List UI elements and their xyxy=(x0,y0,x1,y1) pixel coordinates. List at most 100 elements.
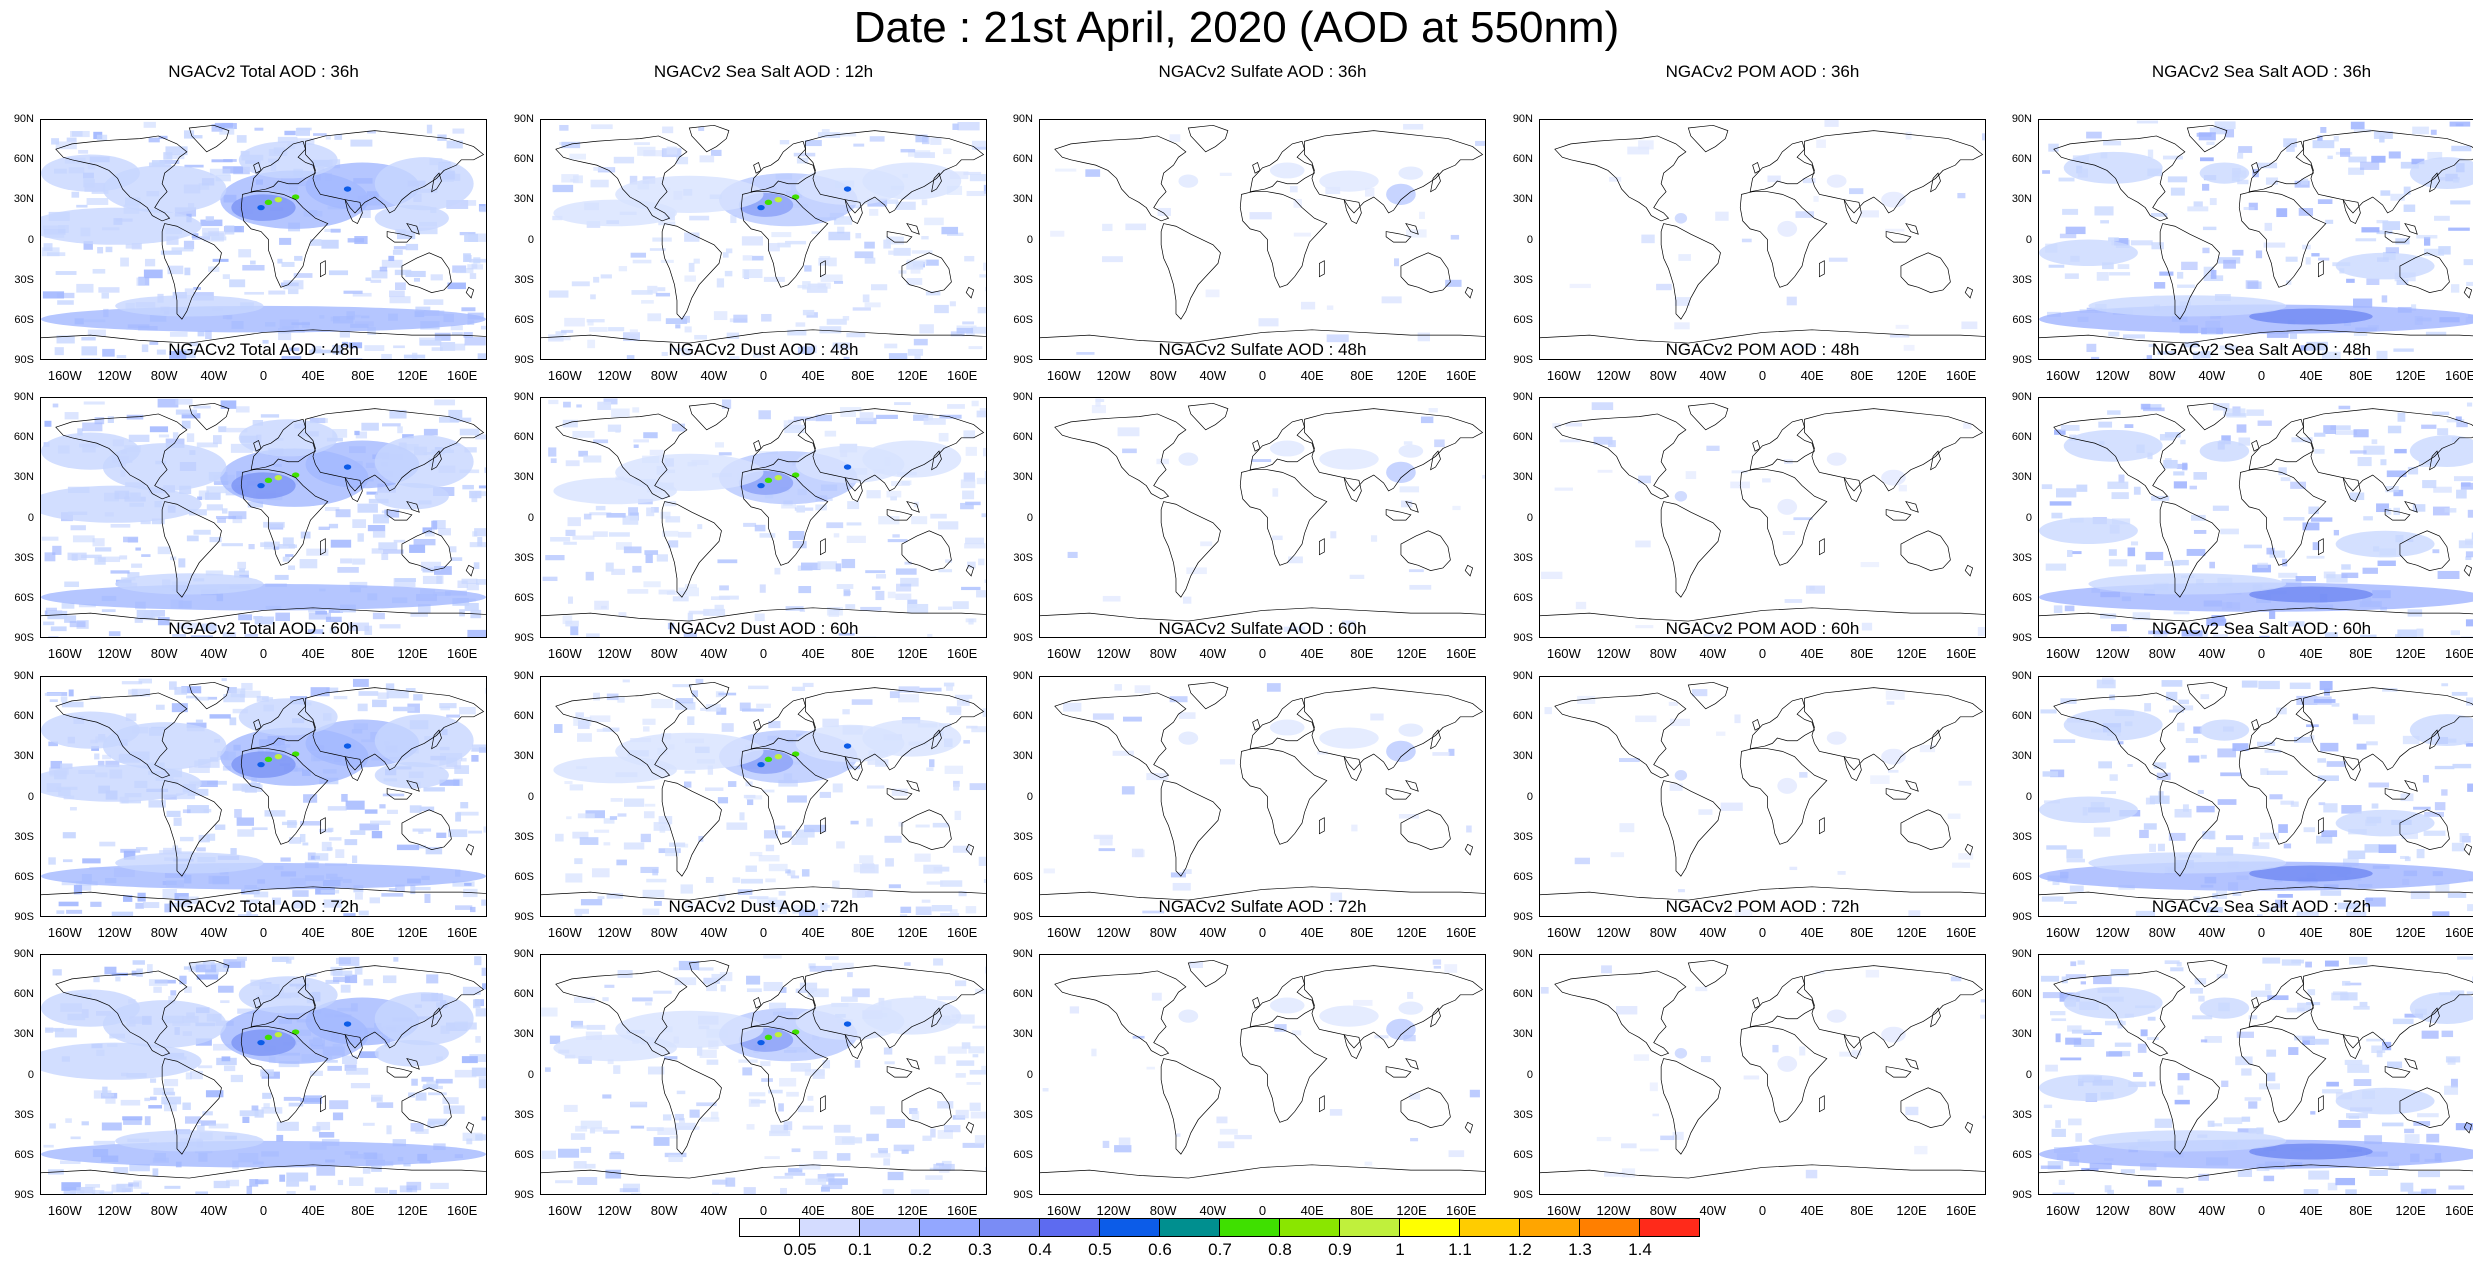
aerosol-speckle xyxy=(577,733,592,742)
aerosol-speckle xyxy=(1142,910,1165,914)
aerosol-speckle xyxy=(2312,542,2320,551)
coastline xyxy=(1240,1027,1327,1123)
lat-tick-label: 30S xyxy=(1513,830,1533,843)
aerosol-speckle xyxy=(450,557,463,561)
aerosol-speckle xyxy=(205,330,212,340)
aerosol-speckle xyxy=(86,198,109,205)
aerosol-speckle xyxy=(914,353,921,359)
aerosol-speckle xyxy=(910,265,921,274)
aerosol-speckle xyxy=(195,964,217,973)
aerosol-speckle xyxy=(104,1093,115,1097)
aerosol-speckle xyxy=(813,1150,828,1160)
antarctica-coastline xyxy=(541,330,986,343)
aerosol-speckle xyxy=(2257,914,2263,916)
aerosol-speckle xyxy=(1117,427,1140,437)
coastline xyxy=(1740,749,1827,845)
coastline xyxy=(1305,409,1483,491)
aerosol-speckle xyxy=(712,1179,728,1185)
lon-tick-label: 120E xyxy=(1896,925,1927,940)
aerosol-speckle xyxy=(843,356,850,359)
aerosol-speckle xyxy=(2338,1119,2361,1128)
aerosol-speckle xyxy=(586,319,605,323)
aerosol-speckle xyxy=(662,530,679,537)
aerosol-speckle xyxy=(2277,894,2293,898)
aerosol-speckle xyxy=(123,1119,142,1125)
aerosol-speckle xyxy=(2275,899,2286,908)
aerosol-speckle xyxy=(439,760,462,769)
aerosol-speckle xyxy=(402,434,414,439)
aerosol-speckle xyxy=(186,805,209,814)
lat-tick-label: 60N xyxy=(1012,710,1033,723)
aerosol-speckle xyxy=(720,985,726,992)
aerosol-speckle xyxy=(462,1132,483,1141)
aerosol-speckle xyxy=(2438,246,2451,255)
aerosol-speckle xyxy=(2444,1085,2459,1095)
aerosol-speckle xyxy=(609,816,618,820)
aerosol-speckle xyxy=(386,809,398,814)
aerosol-speckle xyxy=(252,420,264,426)
aerosol-speckle xyxy=(464,602,479,611)
aerosol-speckle xyxy=(545,555,565,561)
lat-tick-label: 60S xyxy=(14,870,34,883)
aerosol-speckle xyxy=(164,1185,181,1189)
aerosol-speckle xyxy=(2344,1059,2363,1065)
lon-tick-label: 80W xyxy=(650,925,678,940)
coastline xyxy=(466,287,473,298)
aerosol-speckle xyxy=(409,544,426,553)
aerosol-speckle xyxy=(73,885,83,895)
panel-title: NGACv2 Total AOD : 48h xyxy=(168,340,359,359)
coastline xyxy=(902,1088,951,1128)
aerosol-speckle xyxy=(1706,445,1720,451)
aerosol-speckle xyxy=(2193,472,2207,480)
aerosol-speckle xyxy=(914,853,931,862)
aerosol-speckle xyxy=(2192,1015,2213,1020)
aerosol-field xyxy=(2039,239,2138,267)
aerosol-speckle xyxy=(87,329,106,337)
aerosol-speckle xyxy=(93,976,100,983)
aerosol-speckle xyxy=(2139,829,2149,839)
aerosol-speckle xyxy=(56,910,65,914)
lon-tick-label: 120E xyxy=(1396,368,1427,383)
aerosol-speckle xyxy=(765,844,775,852)
aerosol-speckle xyxy=(318,526,330,530)
aerosol-field xyxy=(2039,1074,2138,1102)
aerosol-speckle xyxy=(288,565,296,570)
coastline xyxy=(741,192,828,288)
aerosol-speckle xyxy=(2140,403,2151,410)
aerosol-speckle xyxy=(45,1027,54,1033)
aerosol-speckle xyxy=(666,591,687,595)
aerosol-speckle xyxy=(2109,272,2131,276)
panel-title: NGACv2 Sea Salt AOD : 60h xyxy=(2151,619,2372,638)
aerosol-speckle xyxy=(608,327,625,332)
aerosol-speckle xyxy=(847,501,860,510)
aerosol-speckle xyxy=(2267,995,2289,1001)
aerosol-speckle xyxy=(2366,1038,2385,1042)
coastline xyxy=(2405,781,2417,792)
aerosol-speckle xyxy=(431,520,438,530)
aerosol-speckle xyxy=(777,905,787,915)
aerosol-speckle xyxy=(926,767,934,772)
aerosol-speckle xyxy=(2356,743,2367,750)
aerosol-speckle xyxy=(1251,459,1272,463)
aerosol-speckle xyxy=(2355,238,2377,242)
aerosol-speckle xyxy=(627,589,649,594)
aerosol-speckle xyxy=(172,634,186,637)
aerosol-speckle xyxy=(300,821,322,826)
aerosol-speckle xyxy=(413,694,423,701)
aerosol-speckle xyxy=(1898,484,1907,492)
lon-tick-label: 160W xyxy=(1046,1203,1081,1218)
aerosol-speckle xyxy=(2098,761,2113,769)
aerosol-speckle xyxy=(220,1000,230,1004)
coastline xyxy=(1431,730,1441,749)
aerosol-speckle xyxy=(95,547,112,552)
lon-tick-label: 160W xyxy=(1546,646,1581,661)
aerosol-speckle xyxy=(123,895,133,902)
aerosol-speckle xyxy=(151,160,165,166)
aerosol-speckle xyxy=(352,558,366,565)
aerosol-speckle xyxy=(2243,206,2255,210)
coastline xyxy=(1344,200,1361,224)
colorbar-tick-label: 1.1 xyxy=(1448,1240,1472,1259)
aerosol-speckle xyxy=(350,1083,371,1089)
aerosol-field xyxy=(1386,1018,1416,1040)
aerosol-speckle xyxy=(208,231,226,237)
